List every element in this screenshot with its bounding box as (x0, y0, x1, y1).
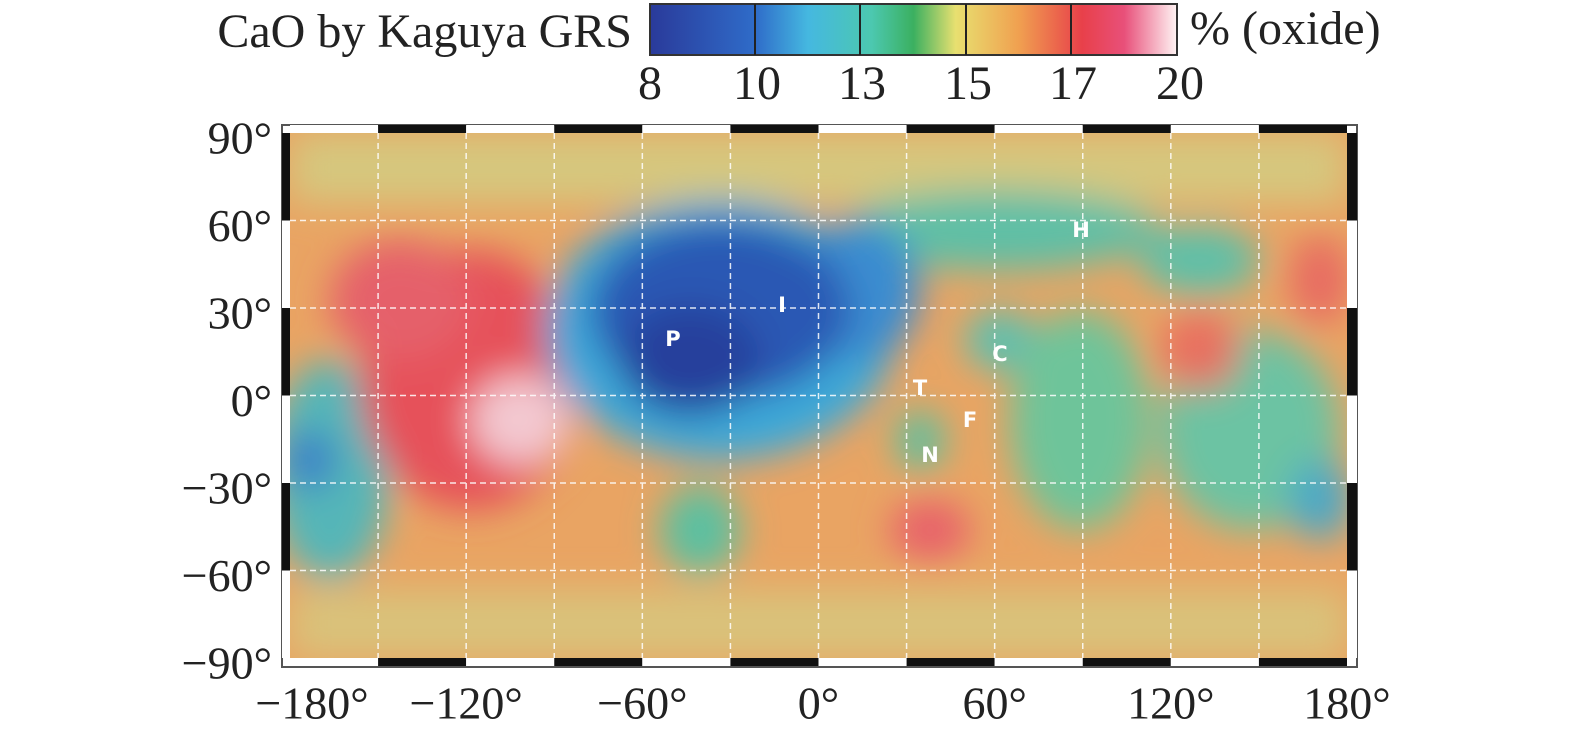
frame-tick (818, 658, 907, 666)
lon-label: −120° (409, 678, 522, 729)
frame-tick (1170, 125, 1259, 133)
frame-tick (1258, 658, 1347, 666)
frame-tick (1347, 483, 1357, 571)
frame-tick (378, 125, 467, 133)
frame-tick (1258, 125, 1347, 133)
frame-tick (730, 125, 819, 133)
colorbar-tick-label: 10 (733, 57, 781, 110)
lat-label: 60° (208, 200, 272, 251)
frame-tick (290, 125, 379, 133)
frame-tick (554, 658, 643, 666)
frame-tick (818, 125, 907, 133)
colorbar-tick-label: 13 (838, 57, 886, 110)
map-marker: F (963, 408, 977, 432)
colorbar-dividers (754, 4, 1072, 55)
frame-tick (282, 308, 290, 396)
frame-tick (1082, 125, 1171, 133)
colorbar (649, 3, 1178, 56)
frame-tick (994, 658, 1083, 666)
frame-tick (1347, 308, 1357, 396)
frame-tick (1347, 220, 1357, 308)
frame-tick (290, 658, 379, 666)
frame-tick (1170, 658, 1259, 666)
map-marker: I (778, 293, 786, 317)
frame-tick (466, 658, 555, 666)
colorbar-tick-label: 15 (944, 57, 992, 110)
colorbar-tick-label: 8 (638, 57, 662, 110)
frame-tick (906, 125, 995, 133)
frame-tick (1082, 658, 1171, 666)
frame-tick (282, 395, 290, 483)
lat-label: −60° (182, 550, 272, 601)
map-marker: T (913, 376, 928, 400)
frame-tick (642, 125, 731, 133)
lat-label: −30° (182, 463, 272, 514)
lon-label: 0° (798, 678, 839, 729)
lon-label: 180° (1303, 678, 1390, 729)
frame-tick (554, 125, 643, 133)
unit-label: % (oxide) (1190, 2, 1381, 55)
frame-tick (730, 658, 819, 666)
frame-tick (282, 133, 290, 221)
map-image (290, 133, 1347, 658)
frame-tick (282, 483, 290, 571)
lon-label: −60° (597, 678, 687, 729)
lat-label: 90° (208, 113, 272, 164)
frame-tick (378, 658, 467, 666)
lat-label: 30° (208, 288, 272, 339)
map-marker: P (665, 327, 680, 351)
lon-label: 60° (962, 678, 1026, 729)
lat-label: 0° (231, 375, 272, 426)
map-marker: N (921, 443, 939, 467)
lon-label: 120° (1127, 678, 1214, 729)
frame-tick (1347, 133, 1357, 221)
frame-tick (642, 658, 731, 666)
lat-label: −90° (182, 638, 272, 689)
colorbar-tick-label: 17 (1049, 57, 1097, 110)
title: CaO by Kaguya GRS (217, 5, 632, 58)
lon-label: −180° (255, 678, 368, 729)
frame-tick (1347, 570, 1357, 658)
frame-tick (282, 220, 290, 308)
map-marker: C (992, 342, 1007, 366)
frame-tick (1347, 395, 1357, 483)
frame-tick (282, 570, 290, 658)
frame-tick (994, 125, 1083, 133)
frame-tick (906, 658, 995, 666)
colorbar-tick-label: 20 (1156, 57, 1204, 110)
frame-tick (466, 125, 555, 133)
map-marker: H (1072, 218, 1090, 242)
